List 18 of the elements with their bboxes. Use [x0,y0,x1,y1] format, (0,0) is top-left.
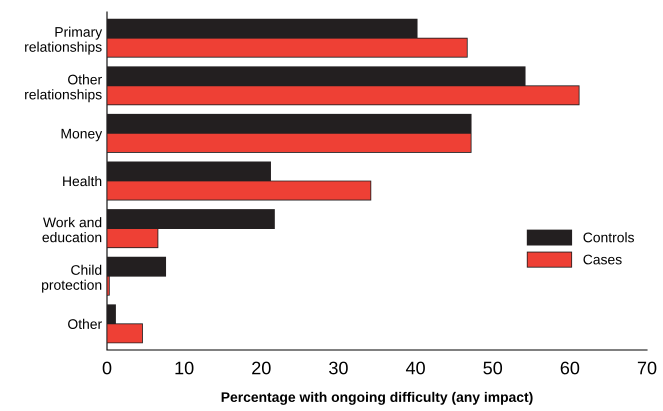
x-tick-label: 70 [638,362,656,374]
x-tick-label: 0 [102,362,112,374]
y-tick-label: Health [63,176,102,186]
y-tick-label: Other [68,318,102,329]
y-tick-label: Child protection [42,264,102,293]
x-tick-label: 40 [406,362,425,374]
x-tick-label: 50 [483,362,502,374]
x-tick-label: 20 [252,362,271,374]
y-tick-label: Primary relationships [25,26,102,55]
y-tick-label: Work and education [42,217,102,242]
y-tick-label: Money [62,128,102,142]
y-tick-label: Other relationships [25,74,102,102]
legend-label: Cases [583,254,622,264]
x-tick-label: 60 [560,362,580,374]
x-axis-title: Percentage with ongoing difficulty (any impact) [222,392,533,405]
legend-label: Controls [583,232,634,242]
x-tick-label: 10 [175,362,194,374]
x-tick-label: 30 [329,362,348,374]
